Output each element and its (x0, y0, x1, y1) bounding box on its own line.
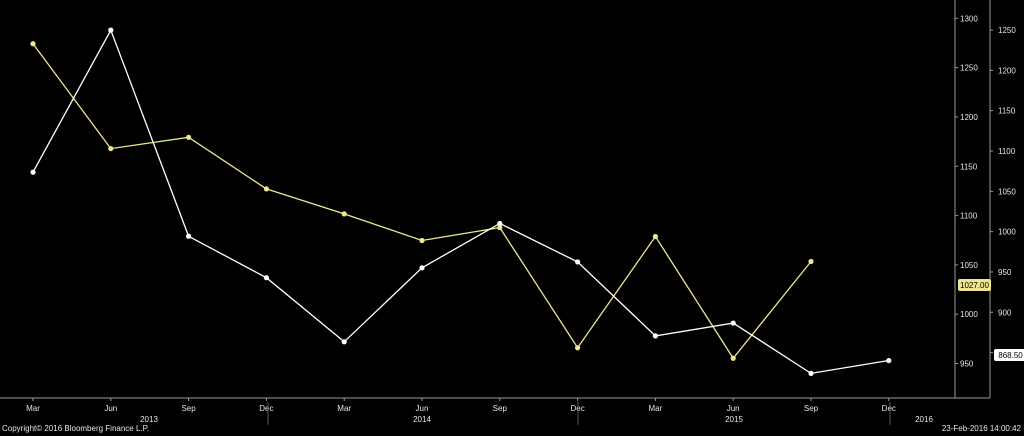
left-tick-label: 1100 (960, 212, 978, 221)
series-1-point (497, 225, 503, 231)
x-tick-label: Mar (26, 404, 40, 413)
series-1-point (575, 345, 581, 351)
series-1-point (808, 258, 814, 265)
x-tick-label: Jun (104, 404, 117, 413)
last-value-tag: 1027.00 (960, 281, 989, 290)
series-1-point (108, 145, 114, 152)
x-tick-label: Sep (493, 404, 508, 413)
series-1-point (652, 233, 659, 240)
series-2-point (497, 220, 503, 227)
x-tick-label: Jun (416, 404, 429, 413)
series-layer (30, 27, 892, 376)
x-tick-label: Mar (337, 404, 351, 413)
series-2-point (575, 259, 581, 265)
series-2-point (730, 320, 736, 326)
right-tick-label: 900 (998, 308, 1012, 317)
right-axis: 850900950100010501100115012001250 (990, 26, 1016, 358)
right-tick-label: 1050 (998, 187, 1016, 196)
right-tick-label: 1150 (998, 107, 1016, 116)
series-1-point (30, 41, 36, 47)
left-tick-label: 1250 (960, 64, 978, 73)
series-1-point (730, 355, 736, 361)
x-tick-label: Sep (804, 404, 819, 413)
series-2-point (30, 169, 36, 175)
left-axis: 950 1000 1050 1100 1150 1200 1250 1300 (955, 14, 978, 369)
left-tick-label: 1050 (960, 261, 978, 270)
series-2-point (263, 275, 269, 281)
x-tick-label: Sep (181, 404, 196, 413)
x-tick-label: Dec (259, 404, 273, 413)
copyright-text: Copyright© 2016 Bloomberg Finance L.P. (2, 424, 149, 433)
x-axis: MarJunSepDecMarJunSepDecMarJunSepDec2013… (26, 398, 933, 425)
right-tick-label: 1100 (998, 147, 1016, 156)
series-2-point (652, 333, 659, 339)
timestamp-text: 23-Feb-2016 14:00:42 (942, 424, 1022, 433)
right-tick-label: 1200 (998, 66, 1016, 75)
left-tick-label: 950 (960, 360, 974, 369)
series-1-point (341, 211, 347, 217)
series-1-point (263, 186, 269, 192)
last-value-tags: 1027.00 868.50 (958, 279, 1024, 361)
series-1-point (186, 134, 192, 140)
year-label: 2015 (725, 415, 743, 424)
right-tick-label: 1000 (998, 228, 1016, 237)
last-value-tag-bg (994, 349, 1024, 361)
last-value-tag-bg (958, 279, 991, 291)
year-label: 2013 (140, 415, 158, 424)
plot-lines (0, 0, 991, 399)
right-tick-label: 950 (998, 268, 1012, 277)
left-tick-label: 1150 (960, 162, 978, 171)
series-line-2 (32, 28, 889, 375)
year-label: 2014 (413, 415, 431, 424)
series-line-1 (32, 43, 812, 360)
left-tick-label: 1300 (960, 14, 978, 23)
series-2-point (186, 233, 192, 239)
x-tick-label: Mar (649, 404, 663, 413)
series-2-point (108, 27, 114, 33)
series-2-point (886, 357, 892, 364)
series-2-point (808, 370, 814, 376)
year-label: 2016 (915, 415, 933, 424)
left-tick-label: 1000 (960, 310, 978, 319)
x-tick-label: Dec (882, 404, 896, 413)
right-tick-label: 1250 (998, 26, 1016, 35)
left-tick-label: 1200 (960, 113, 978, 122)
last-value-tag: 868.50 (998, 351, 1023, 360)
series-2-point (419, 265, 425, 271)
series-1-point (419, 237, 425, 244)
x-tick-label: Jun (727, 404, 740, 413)
series-2-point (341, 339, 347, 345)
